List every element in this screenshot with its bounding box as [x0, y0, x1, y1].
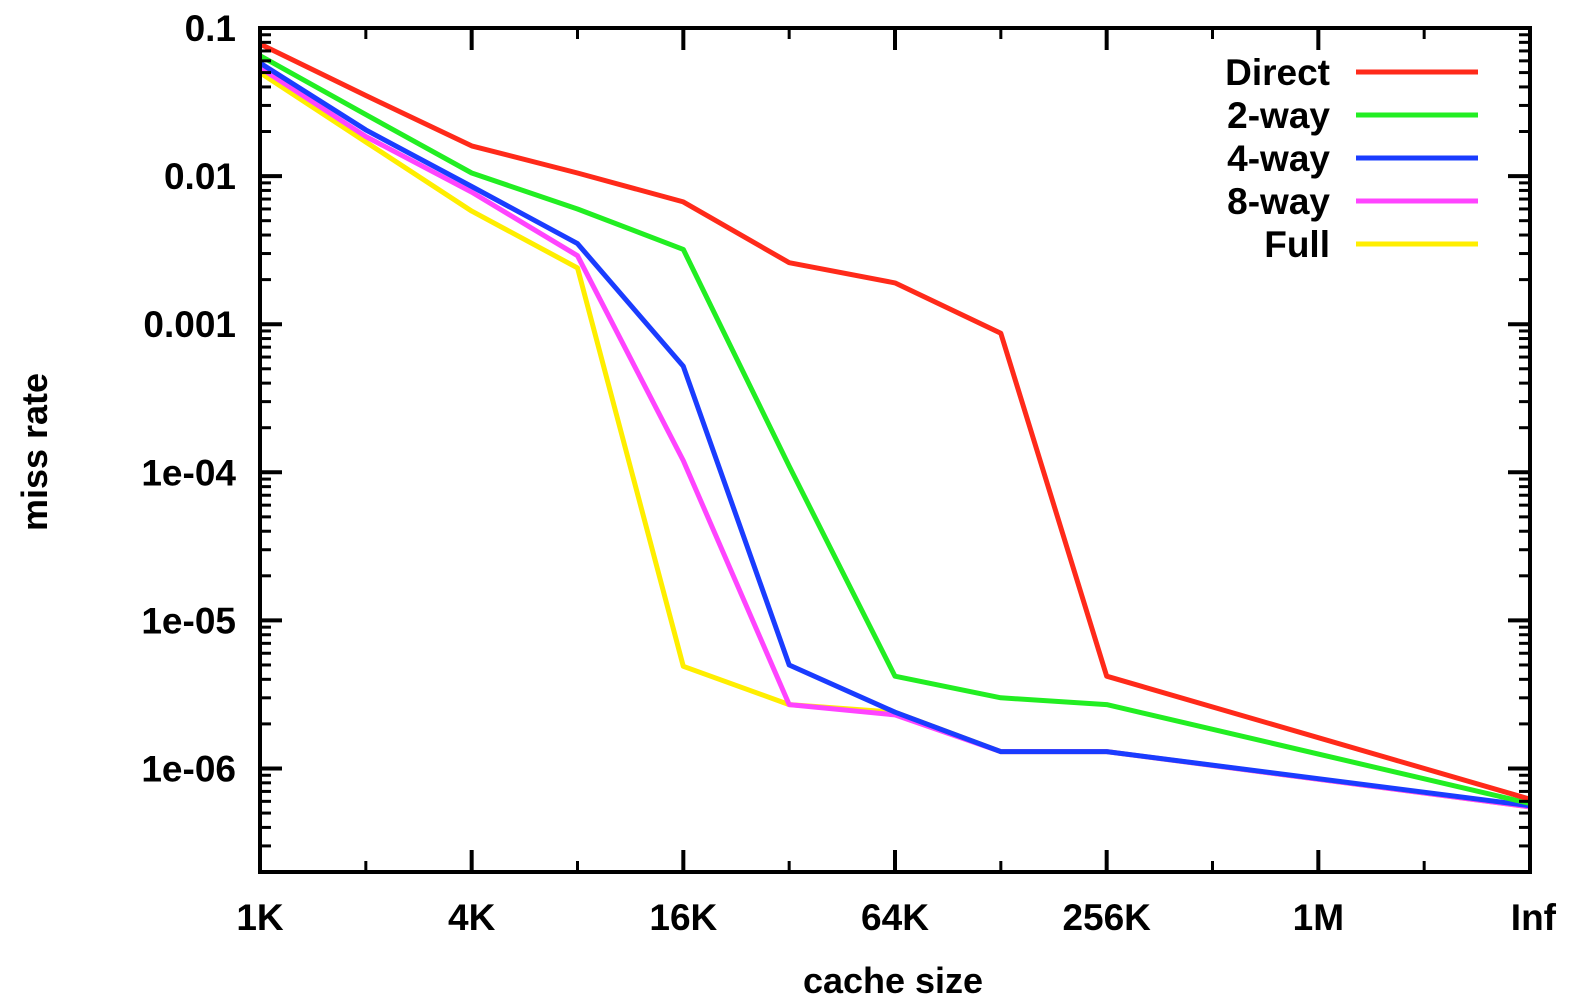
series-layer	[258, 41, 1531, 810]
legend-label-8-way: 8-way	[1227, 181, 1330, 222]
y-tick-label: 0.01	[164, 156, 236, 197]
legend-label-direct: Direct	[1225, 52, 1330, 93]
x-axis-title: cache size	[803, 960, 983, 1001]
x-tick-label: 64K	[861, 897, 929, 938]
series-line-8-way	[258, 65, 1531, 810]
label-layer: 0.1 0.01 0.001 1e-04 1e-05 1e-06 1K 4K 16K 64K 256…	[141, 8, 1556, 938]
legend-label-2-way: 2-way	[1227, 95, 1330, 136]
y-tick-label: 1e-04	[141, 452, 236, 493]
y-tick-label: 0.1	[185, 8, 236, 49]
legend-label-4-way: 4-way	[1227, 138, 1330, 179]
x-tick-label: 256K	[1062, 897, 1151, 938]
y-tick-label: 0.001	[143, 304, 236, 345]
y-tick-label: 1e-06	[141, 748, 236, 789]
y-axis-title: miss rate	[14, 373, 55, 531]
x-tick-label: 1K	[236, 897, 284, 938]
x-tick-label: 16K	[649, 897, 717, 938]
x-tick-label: Inf	[1511, 897, 1557, 938]
legend-label-full: Full	[1264, 224, 1330, 265]
x-tick-label: 4K	[448, 897, 496, 938]
series-line-4-way	[258, 60, 1531, 809]
series-line-direct	[258, 41, 1531, 802]
tick-layer	[258, 26, 1532, 874]
y-tick-label: 1e-05	[141, 600, 236, 641]
series-line-2-way	[258, 53, 1531, 806]
x-tick-label: 1M	[1293, 897, 1344, 938]
